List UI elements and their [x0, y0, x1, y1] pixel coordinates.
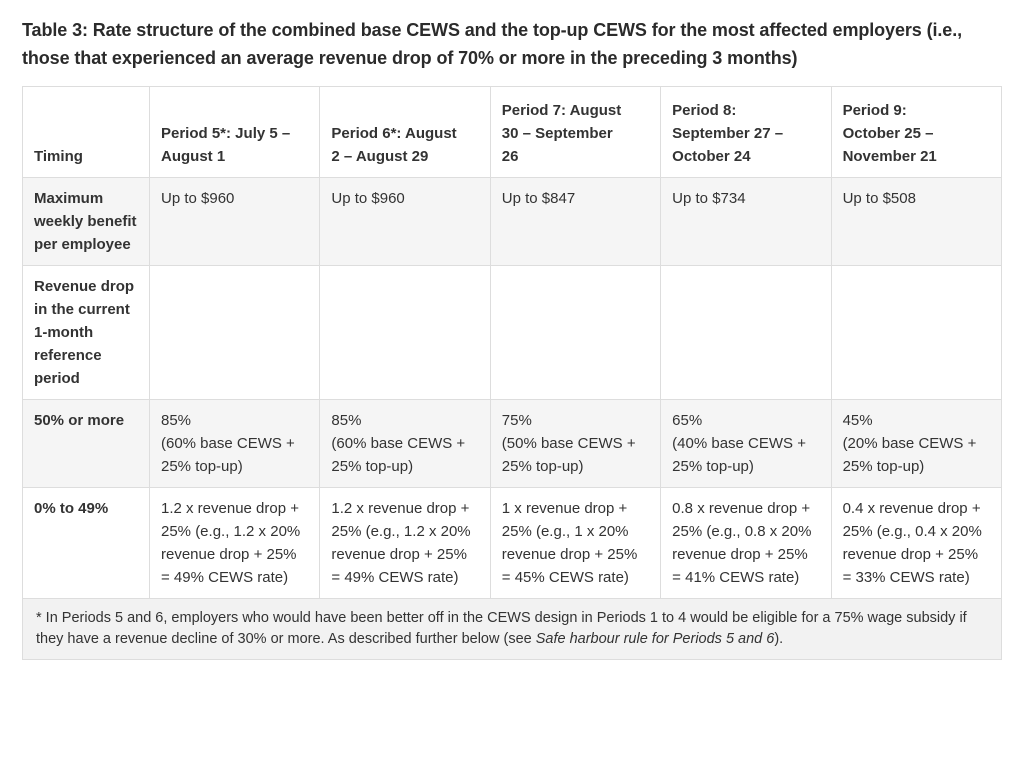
table-footnote: * In Periods 5 and 6, employers who woul… — [22, 598, 1002, 660]
table-cell: 0.4 x revenue drop + 25% (e.g., 0.4 x 20… — [830, 487, 1003, 599]
table-cell — [148, 265, 321, 400]
table-cell: Up to $508 — [830, 177, 1003, 266]
cews-rate-table: Timing Period 5*: July 5 – August 1 Period… — [22, 86, 1003, 660]
column-header-period-8: Period 8: September 27 – October 24 — [660, 86, 832, 178]
table-cell: 1.2 x revenue drop + 25% (e.g., 1.2 x 20… — [148, 487, 321, 599]
table-cell: Up to $960 — [148, 177, 321, 266]
table-body: Maximum weekly benefit per employee Up to… — [22, 177, 1003, 599]
row-header: Maximum weekly benefit per employee — [22, 177, 150, 266]
table-foot: * In Periods 5 and 6, employers who woul… — [22, 598, 1002, 660]
footnote-row: * In Periods 5 and 6, employers who woul… — [22, 598, 1002, 660]
column-header-timing: Timing — [22, 86, 150, 178]
table-cell: 45% (20% base CEWS + 25% top-up) — [830, 399, 1003, 488]
page: Table 3: Rate structure of the combined … — [22, 20, 1003, 660]
table-cell: 65% (40% base CEWS + 25% top-up) — [660, 399, 832, 488]
table-cell — [319, 265, 491, 400]
table-cell: 1 x revenue drop + 25% (e.g., 1 x 20% re… — [489, 487, 662, 599]
footnote-text-before: * In Periods 5 and 6, employers who woul… — [36, 610, 967, 647]
table-head: Timing Period 5*: July 5 – August 1 Period… — [22, 86, 1003, 178]
footnote-text-after: ). — [774, 631, 784, 647]
table-cell: Up to $734 — [660, 177, 832, 266]
table-row: Maximum weekly benefit per employee Up to… — [22, 177, 1003, 266]
footnote-italic-text: Safe harbour rule for Periods 5 and 6 — [535, 631, 775, 647]
column-header-period-9: Period 9: October 25 – November 21 — [830, 86, 1003, 178]
table-cell: 0.8 x revenue drop + 25% (e.g., 0.8 x 20… — [660, 487, 832, 599]
row-header: Revenue drop in the current 1-month refe… — [22, 265, 150, 400]
table-row: Revenue drop in the current 1-month refe… — [22, 265, 1003, 400]
table-cell: Up to $960 — [319, 177, 491, 266]
table-cell: Up to $847 — [489, 177, 662, 266]
table-cell: 75% (50% base CEWS + 25% top-up) — [489, 399, 662, 488]
table-cell — [660, 265, 832, 400]
header-row: Timing Period 5*: July 5 – August 1 Period… — [22, 86, 1003, 178]
column-header-period-6: Period 6*: August 2 – August 29 — [319, 86, 491, 178]
table-cell: 85% (60% base CEWS + 25% top-up) — [319, 399, 491, 488]
table-cell — [489, 265, 662, 400]
table-row: 0% to 49% 1.2 x revenue drop + 25% (e.g.,… — [22, 487, 1003, 599]
row-header: 50% or more — [22, 399, 150, 488]
table-cell: 85% (60% base CEWS + 25% top-up) — [148, 399, 321, 488]
table-cell — [830, 265, 1003, 400]
table-row: 50% or more 85% (60% base CEWS + 25% top-… — [22, 399, 1003, 488]
table-caption: Table 3: Rate structure of the combined … — [22, 20, 963, 68]
column-header-period-7: Period 7: August 30 – September 26 — [489, 86, 662, 178]
table-cell: 1.2 x revenue drop + 25% (e.g., 1.2 x 20… — [319, 487, 491, 599]
row-header: 0% to 49% — [22, 487, 150, 599]
column-header-period-5: Period 5*: July 5 – August 1 — [148, 86, 321, 178]
